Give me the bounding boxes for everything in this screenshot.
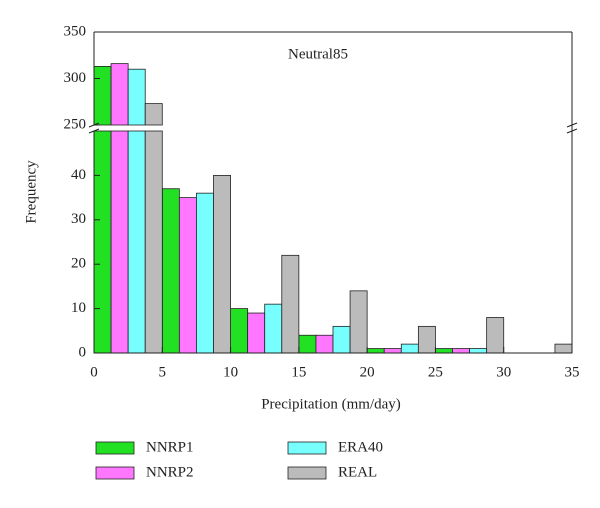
bar	[554, 343, 573, 354]
bar	[127, 68, 146, 354]
bar	[383, 348, 402, 354]
y-tick-label: 30	[71, 211, 86, 227]
legend-label: ERA40	[338, 439, 383, 455]
axis-break	[566, 128, 578, 134]
bar	[435, 348, 453, 354]
bar	[315, 334, 334, 354]
bar	[417, 325, 436, 354]
bar	[400, 343, 419, 354]
x-axis-label: Precipitation (mm/day)	[261, 396, 401, 412]
bar	[469, 348, 488, 354]
x-tick-label: 15	[291, 364, 306, 380]
bar	[178, 197, 197, 354]
x-tick-label: 20	[360, 364, 375, 380]
bar	[332, 325, 351, 354]
bar	[213, 174, 231, 354]
bar	[230, 308, 249, 354]
legend-label: NNRP1	[146, 439, 194, 455]
legend-swatch	[95, 441, 135, 455]
y-tick-label: 300	[64, 70, 87, 86]
bar	[196, 192, 214, 354]
x-tick-label: 0	[90, 364, 98, 380]
bar	[486, 317, 505, 354]
bar	[452, 348, 470, 354]
legend-label: REAL	[338, 464, 377, 480]
y-tick-label: 250	[64, 116, 87, 132]
bar	[144, 103, 163, 354]
legend-swatch	[287, 441, 327, 455]
legend-label: NNRP2	[146, 464, 194, 480]
annotation: Neutral85	[288, 46, 348, 62]
bar	[161, 188, 180, 354]
y-axis-label: Frequency	[23, 160, 39, 224]
y-tick-label: 0	[79, 344, 87, 360]
y-tick-label: 20	[71, 256, 86, 272]
x-tick-label: 30	[496, 364, 511, 380]
x-tick-label: 5	[159, 364, 167, 380]
legend-swatch	[287, 466, 327, 480]
axis-break	[566, 122, 578, 128]
bar	[110, 63, 129, 354]
legend-swatch	[95, 466, 135, 480]
bar	[366, 348, 385, 354]
bar	[298, 334, 317, 354]
y-tick-label: 350	[64, 23, 87, 39]
y-tick-label: 10	[71, 300, 86, 316]
y-tick-label: 40	[71, 167, 86, 183]
x-tick-label: 25	[428, 364, 443, 380]
bar	[349, 290, 368, 354]
bar	[93, 66, 112, 354]
x-tick-label: 35	[565, 364, 580, 380]
bar	[247, 312, 266, 354]
bar	[281, 254, 300, 354]
axis-break	[88, 128, 100, 134]
x-tick-label: 10	[223, 364, 238, 380]
bar	[264, 303, 283, 354]
